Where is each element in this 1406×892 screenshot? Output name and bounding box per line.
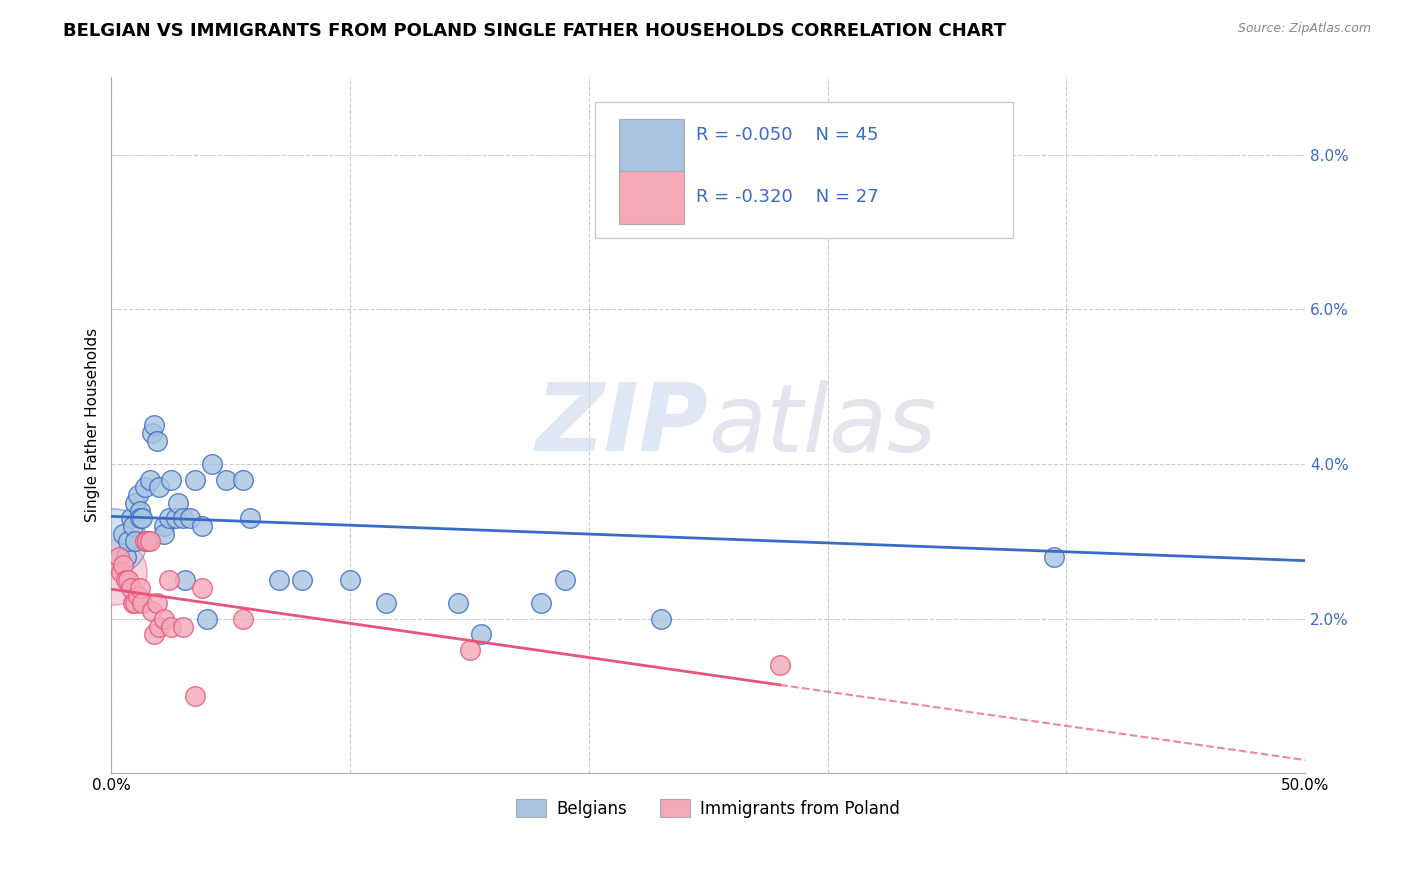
Point: [129, 581, 152, 595]
Text: BELGIAN VS IMMIGRANTS FROM POLAND SINGLE FATHER HOUSEHOLDS CORRELATION CHART: BELGIAN VS IMMIGRANTS FROM POLAND SINGLE…: [63, 22, 1007, 40]
Point: [232, 473, 254, 487]
Point: [129, 511, 152, 525]
Point: [530, 596, 553, 610]
Point: [129, 503, 152, 517]
Point: [117, 573, 139, 587]
Point: [103, 534, 125, 549]
Point: [107, 549, 129, 564]
Point: [232, 612, 254, 626]
Point: [172, 619, 194, 633]
Point: [124, 596, 146, 610]
Point: [143, 418, 166, 433]
Point: [179, 511, 201, 525]
Point: [167, 496, 190, 510]
Point: [291, 573, 314, 587]
Point: [153, 526, 176, 541]
FancyBboxPatch shape: [619, 171, 685, 224]
Point: [172, 511, 194, 525]
Text: R = -0.320    N = 27: R = -0.320 N = 27: [696, 188, 879, 206]
Text: Source: ZipAtlas.com: Source: ZipAtlas.com: [1237, 22, 1371, 36]
Point: [114, 549, 136, 564]
Point: [114, 573, 136, 587]
Point: [174, 573, 197, 587]
Point: [120, 511, 142, 525]
Point: [134, 480, 156, 494]
Point: [141, 604, 163, 618]
Point: [103, 566, 125, 580]
Point: [458, 642, 481, 657]
Point: [215, 473, 238, 487]
Y-axis label: Single Father Households: Single Father Households: [86, 328, 100, 523]
Point: [446, 596, 468, 610]
Point: [138, 473, 160, 487]
Point: [157, 573, 180, 587]
Point: [153, 519, 176, 533]
Point: [120, 581, 142, 595]
Text: ZIP: ZIP: [536, 379, 709, 472]
Point: [124, 496, 146, 510]
Point: [134, 534, 156, 549]
Point: [184, 473, 207, 487]
Point: [148, 480, 170, 494]
Point: [157, 511, 180, 525]
Point: [650, 612, 672, 626]
Point: [117, 534, 139, 549]
Point: [339, 573, 361, 587]
Point: [127, 488, 149, 502]
Point: [112, 526, 135, 541]
Point: [195, 612, 218, 626]
Point: [153, 612, 176, 626]
Point: [721, 210, 744, 224]
Point: [239, 511, 262, 525]
Point: [184, 689, 207, 703]
Point: [375, 596, 398, 610]
Point: [136, 534, 159, 549]
Point: [112, 558, 135, 572]
Point: [146, 596, 169, 610]
Point: [769, 658, 792, 673]
Legend: Belgians, Immigrants from Poland: Belgians, Immigrants from Poland: [509, 793, 907, 824]
Point: [124, 534, 146, 549]
Point: [131, 511, 153, 525]
Point: [165, 511, 187, 525]
Point: [122, 596, 145, 610]
Point: [191, 581, 214, 595]
Text: atlas: atlas: [709, 380, 936, 471]
Point: [127, 589, 149, 603]
Point: [136, 534, 159, 549]
Point: [160, 619, 183, 633]
FancyBboxPatch shape: [595, 102, 1012, 237]
Point: [146, 434, 169, 448]
Point: [1043, 549, 1066, 564]
Point: [138, 534, 160, 549]
FancyBboxPatch shape: [619, 120, 685, 171]
Point: [131, 596, 153, 610]
Point: [143, 627, 166, 641]
Point: [110, 566, 132, 580]
Text: R = -0.050    N = 45: R = -0.050 N = 45: [696, 126, 879, 144]
Point: [148, 619, 170, 633]
Point: [470, 627, 492, 641]
Point: [160, 473, 183, 487]
Point: [201, 457, 224, 471]
Point: [554, 573, 576, 587]
Point: [267, 573, 290, 587]
Point: [191, 519, 214, 533]
Point: [141, 426, 163, 441]
Point: [122, 519, 145, 533]
